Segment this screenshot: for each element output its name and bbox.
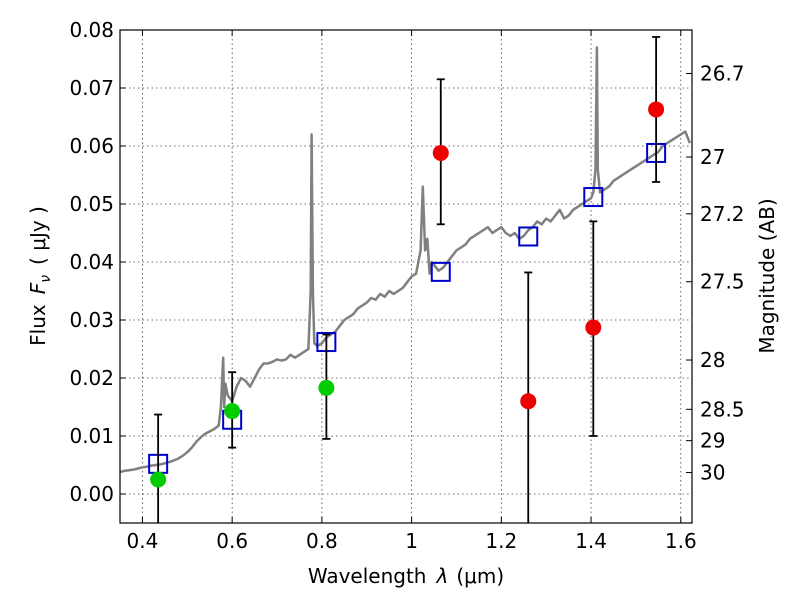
x-tick-label: 0.6 xyxy=(216,529,248,553)
y-tick-label: 0.00 xyxy=(69,482,114,506)
model-photometry-box xyxy=(430,261,451,282)
observed-flux-point xyxy=(150,471,167,488)
y-tick-label: 0.07 xyxy=(69,76,114,100)
y-axis-label: FluxFν( μJy ) xyxy=(26,206,54,346)
magnitude-tick-label: 27.2 xyxy=(700,202,745,226)
observed-flux-point xyxy=(648,101,665,118)
y-tick-label: 0.03 xyxy=(69,308,114,332)
magnitude-tick-label: 28.5 xyxy=(700,397,745,421)
x-tick-label: 1.2 xyxy=(485,529,517,553)
grid-lines xyxy=(120,29,692,523)
plot-frame xyxy=(119,29,693,524)
y-tick-label: 0.05 xyxy=(69,192,114,216)
magnitude-tick-label: 27.5 xyxy=(700,270,745,294)
model-photometry-box xyxy=(518,226,539,247)
observed-flux-point xyxy=(224,403,241,420)
magnitude-tick-label: 28 xyxy=(700,348,725,372)
magnitude-tick-label: 30 xyxy=(700,461,725,485)
observed-flux-point xyxy=(585,319,602,336)
magnitude-tick-label: 26.7 xyxy=(700,62,745,86)
y-tick-label: 0.06 xyxy=(69,134,114,158)
y-tick-label: 0.01 xyxy=(69,424,114,448)
y-tick-label: 0.02 xyxy=(69,366,114,390)
y-tick-label: 0.08 xyxy=(69,18,114,42)
y2-axis-label: Magnitude (AB) xyxy=(755,198,779,353)
model-photometry-box xyxy=(583,187,604,208)
observed-flux-point xyxy=(520,393,537,410)
x-tick-label: 1 xyxy=(405,529,418,553)
y-tick-label: 0.04 xyxy=(69,250,114,274)
x-tick-label: 0.8 xyxy=(306,529,338,553)
plot-area xyxy=(120,36,691,523)
x-axis-label: Wavelength λ (μm) xyxy=(308,564,504,588)
magnitude-tick-label: 29 xyxy=(700,429,725,453)
observed-flux-point xyxy=(318,379,335,396)
magnitude-tick-label: 27 xyxy=(700,145,725,169)
axis-ticks: 0.4 0.6 0.8 1 1.2 1.4 1.6 0.00 0.01 0.02 0.03 0.04 0… xyxy=(69,18,744,553)
observed-flux-point xyxy=(432,144,449,161)
x-tick-label: 0.4 xyxy=(127,529,159,553)
x-tick-label: 1.4 xyxy=(575,529,607,553)
x-tick-label: 1.6 xyxy=(665,529,697,553)
sed-template-line xyxy=(120,46,691,474)
